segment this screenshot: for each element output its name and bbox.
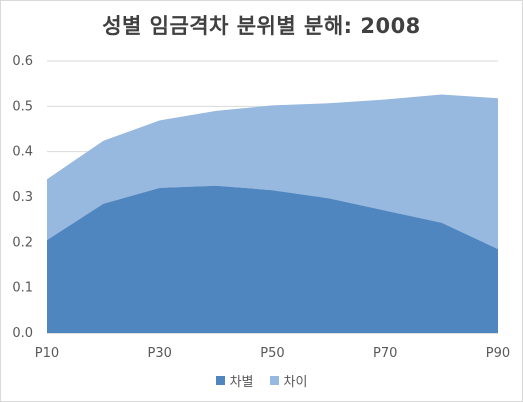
x-tick-label: P50 (260, 346, 284, 361)
legend: 차별 차이 (0, 371, 523, 390)
y-tick-label: 0.1 (12, 281, 33, 296)
y-tick-label: 0.6 (12, 54, 33, 69)
y-tick-label: 0.0 (12, 326, 33, 341)
x-tick-label: P10 (35, 346, 59, 361)
legend-label-difference: 차이 (283, 375, 308, 390)
y-tick-label: 0.4 (12, 145, 33, 160)
y-tick-label: 0.3 (12, 190, 33, 205)
legend-label-discrimination: 차별 (229, 375, 254, 390)
x-tick-label: P70 (373, 346, 397, 361)
y-tick-label: 0.5 (12, 99, 33, 114)
legend-swatch-difference (269, 376, 279, 385)
y-tick-label: 0.2 (12, 235, 33, 250)
area-series-difference (47, 94, 498, 250)
legend-item-difference: 차이 (269, 371, 308, 390)
legend-item-discrimination: 차별 (215, 371, 254, 390)
legend-swatch-discrimination (215, 376, 225, 385)
x-tick-label: P90 (486, 346, 510, 361)
x-tick-label: P30 (148, 346, 172, 361)
chart-title: 성별 임금격차 분위별 분해: 2008 (102, 14, 421, 38)
area-series-discrimination (47, 185, 498, 333)
